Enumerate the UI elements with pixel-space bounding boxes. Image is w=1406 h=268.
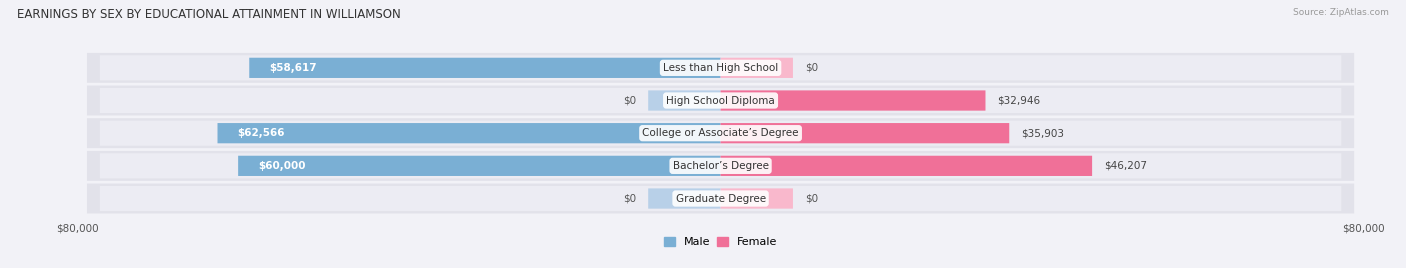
- Text: $58,617: $58,617: [270, 63, 316, 73]
- Text: Source: ZipAtlas.com: Source: ZipAtlas.com: [1294, 8, 1389, 17]
- FancyBboxPatch shape: [648, 90, 721, 111]
- FancyBboxPatch shape: [87, 53, 1354, 83]
- FancyBboxPatch shape: [100, 55, 1341, 80]
- FancyBboxPatch shape: [87, 118, 1354, 148]
- Text: $0: $0: [806, 63, 818, 73]
- Text: Less than High School: Less than High School: [664, 63, 778, 73]
- Text: $46,207: $46,207: [1104, 161, 1147, 171]
- FancyBboxPatch shape: [721, 58, 793, 78]
- Text: EARNINGS BY SEX BY EDUCATIONAL ATTAINMENT IN WILLIAMSON: EARNINGS BY SEX BY EDUCATIONAL ATTAINMEN…: [17, 8, 401, 21]
- Text: $60,000: $60,000: [259, 161, 305, 171]
- FancyBboxPatch shape: [100, 186, 1341, 211]
- FancyBboxPatch shape: [100, 88, 1341, 113]
- FancyBboxPatch shape: [721, 90, 986, 111]
- FancyBboxPatch shape: [238, 156, 721, 176]
- FancyBboxPatch shape: [87, 151, 1354, 181]
- Text: $35,903: $35,903: [1021, 128, 1064, 138]
- Text: $32,946: $32,946: [997, 95, 1040, 106]
- Legend: Male, Female: Male, Female: [659, 233, 782, 252]
- Text: $0: $0: [623, 193, 636, 203]
- Text: $0: $0: [623, 95, 636, 106]
- Text: $62,566: $62,566: [238, 128, 285, 138]
- FancyBboxPatch shape: [87, 85, 1354, 116]
- Text: College or Associate’s Degree: College or Associate’s Degree: [643, 128, 799, 138]
- FancyBboxPatch shape: [721, 188, 793, 209]
- FancyBboxPatch shape: [218, 123, 721, 143]
- FancyBboxPatch shape: [721, 156, 1092, 176]
- Text: $0: $0: [806, 193, 818, 203]
- FancyBboxPatch shape: [249, 58, 721, 78]
- Text: Graduate Degree: Graduate Degree: [675, 193, 766, 203]
- FancyBboxPatch shape: [100, 121, 1341, 146]
- FancyBboxPatch shape: [648, 188, 721, 209]
- Text: Bachelor’s Degree: Bachelor’s Degree: [672, 161, 769, 171]
- Text: High School Diploma: High School Diploma: [666, 95, 775, 106]
- FancyBboxPatch shape: [87, 184, 1354, 214]
- FancyBboxPatch shape: [100, 153, 1341, 178]
- FancyBboxPatch shape: [721, 123, 1010, 143]
